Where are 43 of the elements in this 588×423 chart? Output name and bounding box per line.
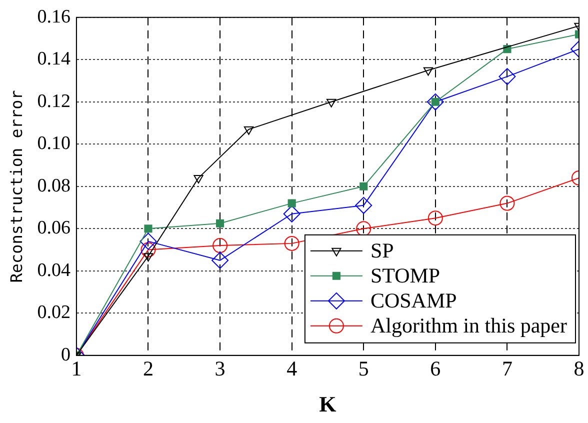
legend-label: Algorithm in this paper	[370, 313, 568, 338]
legend-label: SP	[370, 238, 394, 262]
legend-label: COSAMP	[370, 288, 457, 312]
x-tick-label: 1	[71, 356, 82, 381]
x-axis-title: K	[319, 391, 336, 416]
point	[140, 242, 156, 258]
y-tick-label: 0.06	[37, 218, 70, 239]
point	[194, 174, 204, 184]
x-tick-label: 2	[142, 356, 154, 381]
point	[284, 236, 300, 251]
x-tick-label: 3	[214, 356, 226, 381]
y-tick-label: 0	[60, 344, 70, 366]
point	[140, 232, 157, 250]
point	[355, 196, 372, 214]
point	[326, 98, 336, 108]
point	[360, 182, 368, 190]
point	[356, 221, 372, 236]
point	[144, 224, 152, 233]
y-tick-label: 0.08	[37, 175, 70, 196]
x-tick-label: 7	[502, 356, 512, 381]
legend-label: STOMP	[370, 263, 440, 288]
point	[428, 210, 443, 226]
point	[426, 93, 444, 110]
point	[212, 252, 229, 269]
y-tick-label: 0.02	[37, 302, 70, 324]
point	[283, 205, 300, 222]
point	[212, 238, 228, 254]
y-tick-label: 0.12	[37, 90, 70, 112]
y-tick-label: 0.14	[37, 48, 71, 70]
x-tick-label: 4	[286, 356, 298, 381]
y-axis-title: Reconstruction error	[6, 90, 26, 283]
x-tick-label: 6	[430, 356, 441, 381]
point	[423, 67, 434, 76]
point	[244, 126, 254, 135]
point	[288, 199, 296, 208]
point	[498, 68, 516, 86]
x-tick-label: 8	[574, 356, 584, 381]
y-tick-label: 0.16	[37, 6, 70, 28]
point	[500, 196, 515, 211]
y-tick-label: 0.04	[37, 260, 71, 281]
x-tick-label: 5	[358, 356, 369, 381]
y-tick-label: 0.10	[37, 133, 70, 154]
point	[216, 219, 224, 228]
